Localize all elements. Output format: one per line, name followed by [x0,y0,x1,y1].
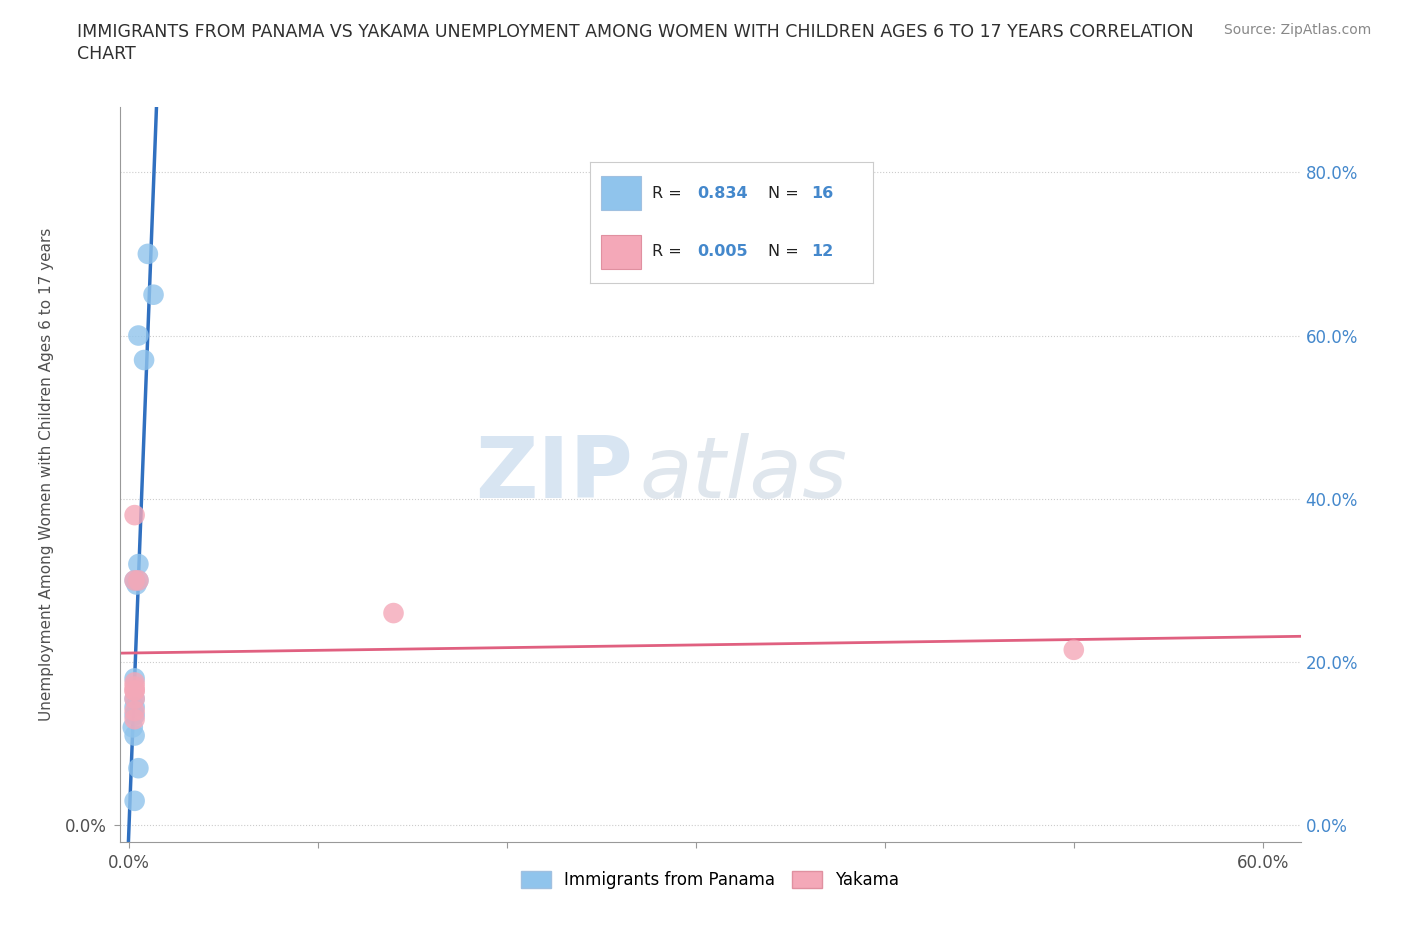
Text: ZIP: ZIP [475,432,633,516]
Point [124,671,146,685]
Legend: Immigrants from Panama, Yakama: Immigrants from Panama, Yakama [515,864,905,896]
Point [124,573,146,588]
Point [124,699,146,714]
Text: 12: 12 [811,245,832,259]
Text: CHART: CHART [77,45,136,62]
Point [124,711,146,726]
Point [121,720,143,735]
Text: IMMIGRANTS FROM PANAMA VS YAKAMA UNEMPLOYMENT AMONG WOMEN WITH CHILDREN AGES 6 T: IMMIGRANTS FROM PANAMA VS YAKAMA UNEMPLO… [77,23,1194,41]
Text: N =: N = [768,245,804,259]
Text: 0.834: 0.834 [697,186,748,201]
Point [124,508,146,523]
Point [127,761,149,776]
Point [142,287,165,302]
Bar [602,177,641,210]
Text: R =: R = [652,186,688,201]
Point [124,691,146,706]
Point [382,605,405,620]
Point [127,573,149,588]
Text: N =: N = [768,186,804,201]
Point [136,246,159,261]
Point [124,793,146,808]
Point [124,708,146,723]
Point [127,557,149,572]
Point [132,352,155,367]
Point [1063,643,1085,658]
Text: Source: ZipAtlas.com: Source: ZipAtlas.com [1223,23,1371,37]
Text: 0.005: 0.005 [697,245,748,259]
Point [124,728,146,743]
Text: R =: R = [652,245,688,259]
Point [124,704,146,719]
Point [124,691,146,706]
Point [124,684,146,698]
Point [124,684,146,698]
Text: 16: 16 [811,186,832,201]
Point [124,675,146,690]
Point [125,577,148,592]
Point [124,573,146,588]
Text: atlas: atlas [640,432,848,516]
Y-axis label: Unemployment Among Women with Children Ages 6 to 17 years: Unemployment Among Women with Children A… [39,228,53,721]
Point [127,573,149,588]
Point [124,679,146,694]
Point [127,328,149,343]
Bar [602,234,641,269]
